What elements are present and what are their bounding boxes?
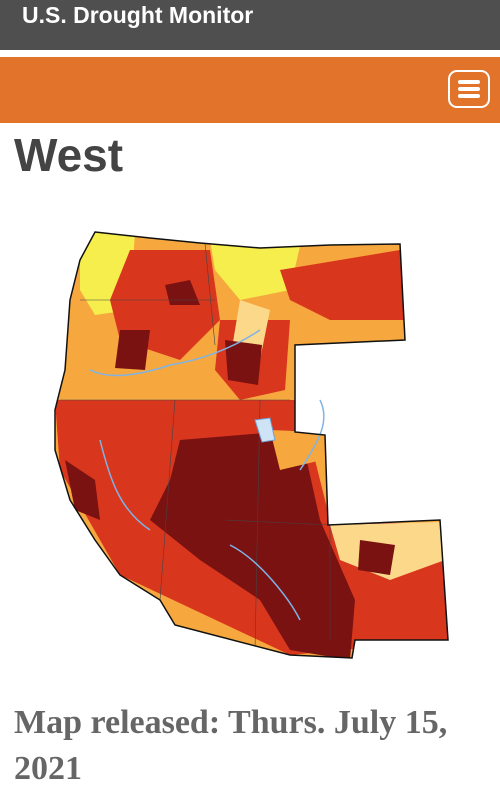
site-header: U.S. Drought Monitor (0, 0, 500, 50)
drought-map (54, 231, 449, 659)
nav-bar (0, 57, 500, 123)
menu-button[interactable] (448, 70, 490, 108)
drought-areas (55, 232, 448, 658)
state-borders (60, 242, 405, 651)
map-release-date: Map released: Thurs. July 15, 2021 (14, 704, 448, 787)
region-title: West (14, 129, 124, 181)
lake (254, 417, 276, 443)
rivers (89, 329, 325, 621)
site-title[interactable]: U.S. Drought Monitor (22, 2, 254, 28)
region-outline (54, 231, 449, 659)
